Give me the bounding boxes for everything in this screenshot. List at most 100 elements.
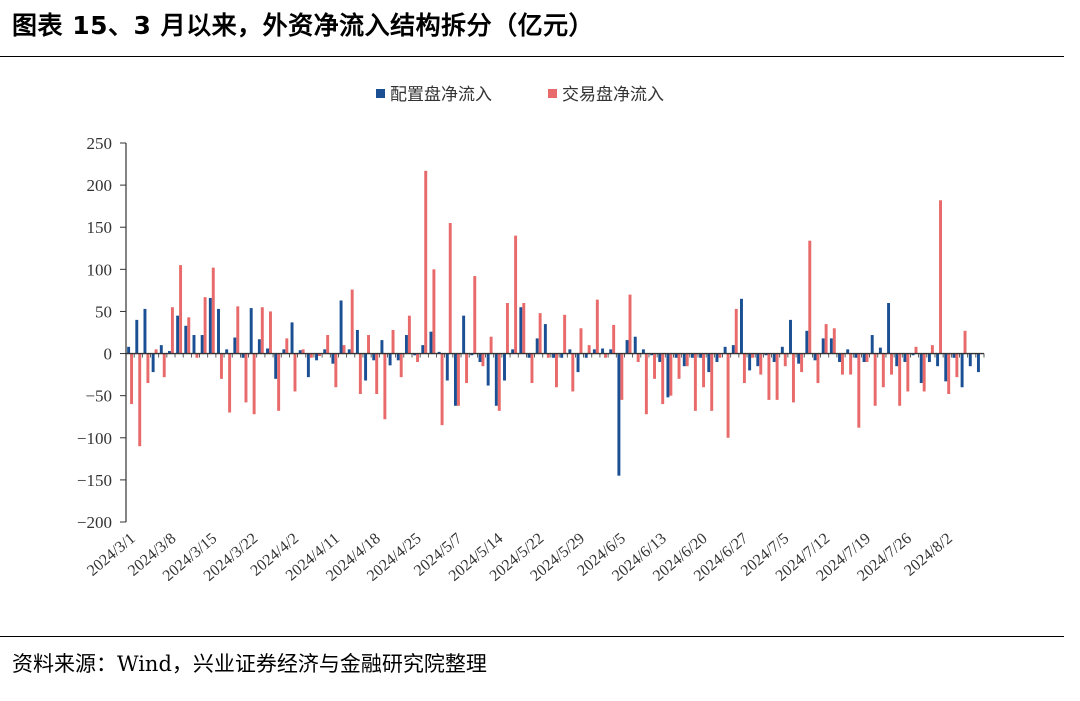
bar-trading: [759, 353, 763, 375]
bar-trading: [555, 353, 558, 388]
bar-allocation: [715, 353, 719, 362]
bar-trading: [816, 353, 820, 384]
bar-trading: [326, 335, 330, 354]
bar-allocation: [919, 353, 923, 384]
bar-allocation: [772, 353, 776, 362]
bar-allocation: [355, 329, 359, 354]
bar-trading: [465, 353, 469, 384]
bar-allocation: [576, 353, 580, 373]
bar-trading: [293, 353, 297, 392]
bar-allocation: [944, 353, 948, 382]
bar-allocation: [862, 353, 866, 362]
bar-allocation: [829, 338, 833, 354]
bar-allocation: [797, 353, 801, 364]
bar-trading: [416, 353, 420, 362]
bar-trading: [612, 324, 616, 354]
bar-allocation: [486, 353, 490, 386]
bar-allocation: [927, 353, 931, 362]
bar-allocation: [568, 349, 572, 354]
bar-trading: [334, 353, 338, 388]
bar-allocation: [135, 319, 139, 354]
bar-allocation: [372, 353, 376, 361]
bar-allocation: [911, 353, 915, 356]
bar-allocation: [225, 349, 229, 354]
bottom-rule: [0, 636, 1064, 637]
bar-trading: [228, 353, 232, 413]
bar-allocation: [748, 353, 752, 371]
source-note: 资料来源：Wind，兴业证券经济与金融研究院整理: [12, 652, 487, 676]
bar-trading: [179, 265, 183, 354]
bar-allocation: [707, 353, 711, 373]
bar-trading: [783, 353, 787, 367]
bar-allocation: [217, 308, 220, 354]
bar-allocation: [519, 307, 523, 354]
bar-allocation: [437, 351, 441, 354]
bar-allocation: [249, 308, 253, 354]
bar-trading: [301, 349, 305, 354]
bar-trading: [881, 353, 885, 388]
bar-allocation: [380, 340, 384, 354]
bar-allocation: [625, 340, 629, 354]
bar-trading: [669, 353, 673, 396]
y-tick-label: 200: [87, 176, 113, 195]
bar-trading: [636, 353, 640, 362]
bar-trading: [375, 353, 379, 394]
bar-allocation: [821, 338, 825, 354]
bar-allocation: [298, 350, 302, 354]
bar-trading: [162, 353, 166, 378]
bar-allocation: [617, 353, 621, 476]
bar-allocation: [813, 353, 817, 361]
bar-trading: [269, 311, 272, 354]
bar-allocation: [666, 353, 670, 398]
bar-trading: [930, 345, 934, 354]
bar-trading: [187, 317, 191, 354]
bar-trading: [489, 336, 493, 354]
bar-trading: [350, 289, 354, 354]
bar-allocation: [478, 353, 482, 362]
bar-allocation: [887, 303, 891, 354]
bar-allocation: [878, 347, 882, 354]
bar-trading: [154, 349, 158, 354]
legend-swatch: [376, 89, 385, 98]
bar-trading: [628, 294, 632, 354]
bar-allocation: [641, 349, 645, 354]
bar-allocation: [936, 353, 940, 367]
bar-trading: [358, 353, 362, 394]
y-tick-label: −150: [77, 471, 112, 490]
bar-trading: [432, 269, 436, 354]
y-axis: 250 200 150 100 50 0 −50 −100 −150 −200: [77, 134, 127, 532]
bar-allocation: [682, 353, 686, 367]
bar-allocation: [274, 353, 278, 379]
y-tick-label: 0: [104, 345, 113, 364]
chart-title: 图表 15、3 月以来，外资净流入结构拆分（亿元）: [12, 11, 595, 40]
bar-allocation: [364, 353, 368, 381]
bar-allocation: [266, 348, 269, 354]
y-tick-label: 100: [87, 260, 113, 279]
bars: [127, 170, 980, 476]
bar-allocation: [690, 353, 694, 358]
bar-trading: [522, 303, 526, 354]
legend-label: 配置盘净流入: [390, 85, 492, 105]
bar-trading: [963, 330, 967, 354]
bar-trading: [800, 353, 804, 373]
bar-allocation: [968, 353, 972, 367]
bar-trading: [922, 353, 926, 392]
bar-trading: [685, 353, 689, 367]
x-axis: 2024/3/12024/3/82024/3/152024/3/222024/4…: [84, 352, 985, 585]
bar-allocation: [511, 349, 515, 354]
bar-trading: [914, 346, 918, 354]
bar-trading: [849, 353, 853, 375]
bar-trading: [939, 200, 942, 354]
bar-trading: [857, 353, 861, 428]
bar-trading: [252, 353, 256, 415]
bar-allocation: [976, 353, 980, 373]
y-tick-label: −200: [77, 513, 112, 532]
bar-allocation: [740, 298, 743, 354]
bar-trading: [873, 353, 877, 406]
bar-allocation: [462, 315, 466, 354]
bar-trading: [579, 328, 583, 354]
bar-allocation: [592, 349, 596, 354]
bar-allocation: [650, 353, 654, 356]
bar-allocation: [952, 353, 956, 358]
bar-trading: [767, 353, 771, 400]
